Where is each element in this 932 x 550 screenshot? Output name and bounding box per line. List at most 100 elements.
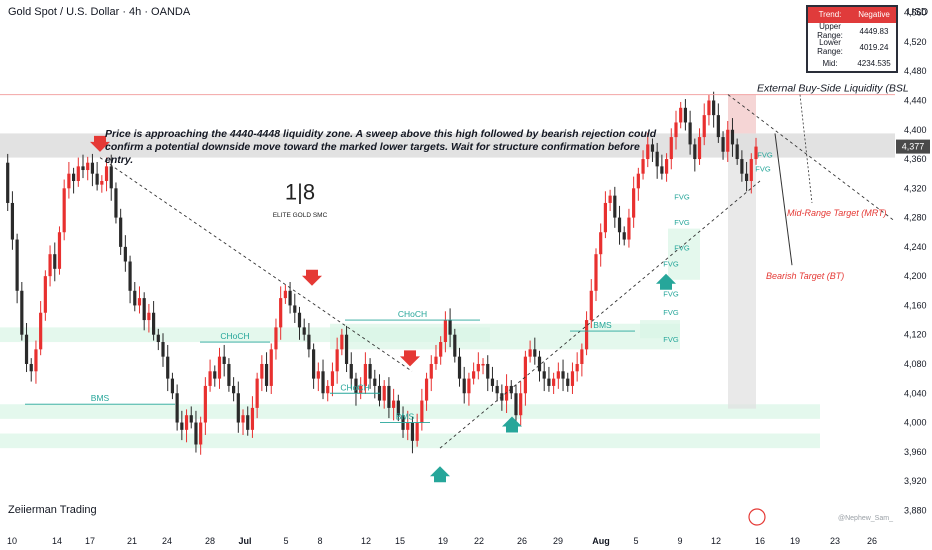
candle-body xyxy=(297,312,302,328)
candle-body xyxy=(208,371,212,386)
candle-body xyxy=(62,188,66,233)
candle-body xyxy=(603,202,607,233)
overlays-layer: External Buy-Side Liquidity (BSL Mid-Rang… xyxy=(0,83,909,526)
candle-body xyxy=(260,363,264,379)
candle-body xyxy=(10,202,15,240)
candle-body xyxy=(547,378,551,386)
candle-body xyxy=(71,173,76,182)
fvg-label: FVG xyxy=(663,290,679,299)
candle-body xyxy=(199,422,203,445)
candle-body xyxy=(627,217,631,240)
bt-arrow-line xyxy=(774,133,793,266)
fvg-label: FVG xyxy=(757,151,773,160)
candle-body xyxy=(363,363,367,386)
candle-body xyxy=(552,378,556,386)
candle-body xyxy=(688,122,692,145)
candle-body xyxy=(594,254,598,291)
x-tick-label: 14 xyxy=(52,536,62,546)
candle-body xyxy=(312,349,316,379)
candle-body xyxy=(542,371,546,379)
candle-body xyxy=(683,107,688,123)
candle-body xyxy=(420,400,424,423)
candle-body xyxy=(57,232,62,269)
x-tick-label: 28 xyxy=(205,536,215,546)
currency-label: USD xyxy=(907,7,929,18)
candle-body xyxy=(528,349,532,357)
y-tick-label: 4,240 xyxy=(904,242,927,252)
candle-body xyxy=(481,363,485,366)
candle-body xyxy=(246,415,250,430)
candle-body xyxy=(580,349,584,364)
candle-body xyxy=(486,363,490,379)
choch-label: CHoCH xyxy=(340,382,369,392)
y-tick-label: 4,200 xyxy=(904,271,927,281)
candle-body xyxy=(279,298,283,328)
candle-body xyxy=(326,385,330,394)
candle-body xyxy=(495,385,499,394)
lower-label: Lower Range: xyxy=(817,38,843,56)
candle-body xyxy=(24,334,29,364)
trend-label: Trend: xyxy=(808,7,852,23)
candle-body xyxy=(434,356,438,364)
upper-trendline xyxy=(727,94,896,222)
candle-body xyxy=(533,349,537,357)
candle-body xyxy=(749,159,753,182)
x-tick-label: 26 xyxy=(517,536,527,546)
candle-body xyxy=(76,166,80,182)
y-tick-label: 4,320 xyxy=(904,183,927,193)
candle-body xyxy=(283,290,287,299)
candle-body xyxy=(95,173,99,185)
bull-arrow xyxy=(656,273,676,290)
choch-label: CHoCH xyxy=(398,309,427,319)
logo-mark: 1|8 xyxy=(285,179,315,204)
candle-body xyxy=(269,349,273,386)
candle-body xyxy=(608,195,612,203)
fvg-label: FVG xyxy=(674,218,690,227)
candle-body xyxy=(316,371,320,379)
candle-body xyxy=(86,162,90,171)
demand-zone xyxy=(640,320,680,339)
candle-body xyxy=(537,356,542,372)
candle-body xyxy=(712,100,716,116)
bt-label: Bearish Target (BT) xyxy=(766,271,844,281)
analysis-annotation: Price is approaching the 4440-4448 liqui… xyxy=(105,128,657,166)
candle-body xyxy=(194,422,198,445)
y-tick-label: 4,480 xyxy=(904,66,927,76)
candle-body xyxy=(566,378,570,386)
candle-body xyxy=(128,261,132,291)
x-tick-label: 23 xyxy=(830,536,840,546)
candle-body xyxy=(189,415,193,423)
candle-body xyxy=(726,129,730,152)
candle-body xyxy=(509,385,513,394)
y-tick-label: 4,160 xyxy=(904,300,927,310)
mid-label: Mid: xyxy=(822,58,838,68)
fvg-label: FVG xyxy=(663,335,679,344)
candle-body xyxy=(81,166,85,171)
x-tick-label: 5 xyxy=(283,536,288,546)
candle-body xyxy=(100,181,104,185)
y-axis[interactable]: 4,560 4,520 4,480 4,440 4,400 4,360 4,320 4,280… xyxy=(896,8,930,516)
chart-title: Gold Spot / U.S. Dollar · 4h · OANDA xyxy=(8,6,191,18)
candle-body xyxy=(161,342,165,357)
candle-body xyxy=(387,385,391,408)
candle-body xyxy=(655,151,659,167)
x-tick-label: 12 xyxy=(361,536,371,546)
candle-body xyxy=(90,162,95,174)
candle-body xyxy=(467,378,471,394)
candle-body xyxy=(227,363,231,386)
candle-body xyxy=(147,312,151,321)
candles-layer xyxy=(6,91,758,455)
candle-body xyxy=(476,363,480,372)
x-tick-label: 19 xyxy=(438,536,448,546)
candle-body xyxy=(556,371,560,379)
candle-body xyxy=(622,232,626,240)
candle-body xyxy=(39,312,43,350)
x-axis[interactable]: 10 14 17 21 24 28 Jul 5 8 12 15 19 22 26 29 Aug 5 9 12 16 19… xyxy=(7,536,877,546)
candle-body xyxy=(730,129,735,145)
candle-body xyxy=(330,371,335,386)
candle-body xyxy=(504,385,509,401)
x-tick-label: Jul xyxy=(238,536,251,546)
candle-body xyxy=(707,100,711,116)
x-tick-label: 5 xyxy=(633,536,638,546)
